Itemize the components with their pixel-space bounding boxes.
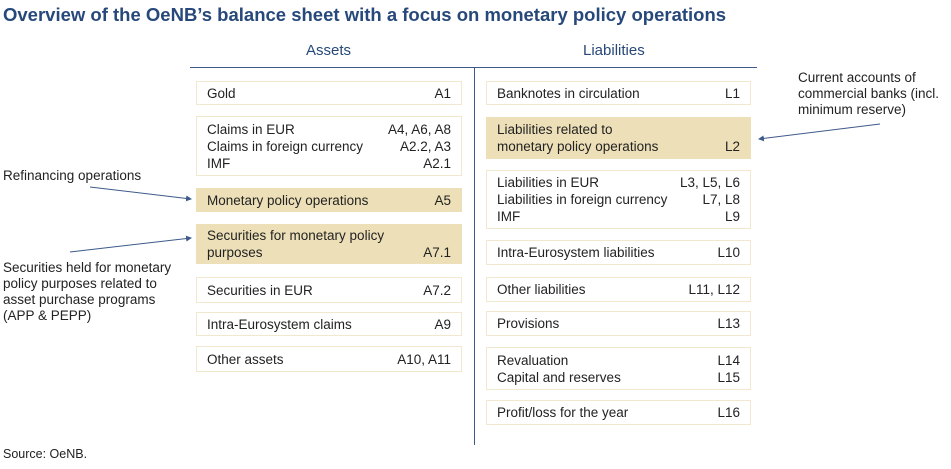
balance-item: Securities in EUR A7.2 bbox=[207, 282, 451, 299]
balance-item: Securities for monetary policy bbox=[207, 227, 451, 244]
item-code: L7, L8 bbox=[702, 192, 740, 207]
item-code: L11, L12 bbox=[688, 282, 740, 297]
item-label: Gold bbox=[207, 85, 236, 101]
balance-item: Intra-Eurosystem claims A9 bbox=[207, 316, 451, 333]
balance-item: Intra-Eurosystem liabilities L10 bbox=[497, 244, 740, 261]
item-code: L2 bbox=[724, 139, 740, 154]
item-code: L13 bbox=[717, 316, 740, 331]
balance-item: Banknotes in circulation L1 bbox=[497, 85, 740, 102]
item-code: A5 bbox=[434, 192, 451, 208]
item-label: Claims in foreign currency bbox=[207, 138, 364, 154]
balance-item: Gold A1 bbox=[207, 85, 451, 102]
item-code: A2.1 bbox=[423, 155, 451, 171]
item-code: L3, L5, L6 bbox=[679, 175, 740, 190]
balance-item: Capital and reserves L15 bbox=[497, 369, 740, 386]
item-label: Securities for monetary policy bbox=[207, 228, 385, 243]
item-code: A7.2 bbox=[423, 282, 451, 298]
item-code: A1 bbox=[434, 85, 451, 101]
balance-item: Monetary policy operations A5 bbox=[207, 192, 451, 209]
item-code: L14 bbox=[717, 352, 740, 368]
asset-box: Other assets A10, A11 bbox=[196, 346, 462, 372]
item-code: A4, A6, A8 bbox=[387, 121, 451, 137]
source-note: Source: OeNB. bbox=[3, 447, 88, 461]
asset-box: Gold A1 bbox=[196, 81, 462, 105]
note-refinancing: Refinancing operations bbox=[3, 168, 142, 183]
balance-item: Other liabilities L11, L12 bbox=[497, 281, 740, 298]
item-label: Revaluation bbox=[497, 352, 569, 368]
item-code: A9 bbox=[434, 316, 451, 332]
balance-item: Provisions L13 bbox=[497, 315, 740, 332]
balance-item: purposes A7.1 bbox=[207, 244, 451, 261]
asset-box: Intra-Eurosystem claims A9 bbox=[196, 312, 462, 336]
item-code: L10 bbox=[717, 245, 740, 260]
item-label: Liabilities in foreign currency bbox=[497, 192, 668, 207]
item-code: A10, A11 bbox=[397, 351, 451, 367]
note-current-accounts: Current accounts of commercial banks (in… bbox=[798, 70, 940, 117]
liability-box: Intra-Eurosystem liabilities L10 bbox=[486, 240, 751, 265]
item-label: Claims in EUR bbox=[207, 121, 295, 137]
item-label: Profit/loss for the year bbox=[497, 405, 629, 420]
balance-item: IMF L9 bbox=[497, 208, 740, 225]
asset-box: Claims in EUR A4, A6, A8 Claims in foreign… bbox=[196, 116, 462, 176]
item-code: L16 bbox=[717, 405, 740, 420]
asset-box: Monetary policy operations A5 bbox=[196, 188, 462, 212]
item-label: Banknotes in circulation bbox=[497, 85, 640, 101]
item-label: Liabilities related to bbox=[497, 122, 613, 137]
assets-header: Assets bbox=[306, 42, 352, 59]
balance-item: Liabilities in foreign currency L7, L8 bbox=[497, 191, 740, 208]
item-label: Intra-Eurosystem liabilities bbox=[497, 245, 655, 260]
asset-box: Securities in EUR A7.2 bbox=[196, 277, 462, 303]
balance-item: Profit/loss for the year L16 bbox=[497, 404, 740, 421]
item-code: L15 bbox=[717, 369, 740, 385]
liability-box: Revaluation L14 Capital and reserves L15 bbox=[486, 347, 751, 390]
liability-box: Provisions L13 bbox=[486, 311, 751, 336]
item-label: Provisions bbox=[497, 316, 560, 331]
item-label: Intra-Eurosystem claims bbox=[207, 316, 352, 332]
balance-item: Liabilities related to bbox=[497, 121, 740, 138]
item-code: A2.2, A3 bbox=[399, 138, 451, 154]
item-label: Capital and reserves bbox=[497, 369, 621, 385]
item-code: L1 bbox=[724, 85, 740, 101]
asset-box: Securities for monetary policy purposes A7… bbox=[196, 224, 462, 264]
column-divider bbox=[474, 67, 475, 445]
arrow-current-accounts bbox=[758, 123, 881, 142]
item-code: A7.1 bbox=[423, 245, 451, 260]
page-title: Overview of the OeNB’s balance sheet wit… bbox=[3, 4, 727, 25]
item-label: Monetary policy operations bbox=[207, 192, 369, 208]
arrow-refinancing bbox=[89, 186, 192, 202]
item-label: IMF bbox=[497, 209, 521, 224]
balance-item: Liabilities in EUR L3, L5, L6 bbox=[497, 174, 740, 191]
liability-box: Liabilities related to monetary policy op… bbox=[486, 117, 751, 159]
balance-item: monetary policy operations L2 bbox=[497, 138, 740, 155]
liabilities-header: Liabilities bbox=[583, 42, 645, 59]
balance-item: IMF A2.1 bbox=[207, 155, 451, 172]
balance-item: Claims in EUR A4, A6, A8 bbox=[207, 121, 451, 138]
liability-box: Liabilities in EUR L3, L5, L6 Liabilities … bbox=[486, 170, 751, 229]
arrow-securities-held bbox=[69, 235, 192, 253]
liability-box: Other liabilities L11, L12 bbox=[486, 277, 751, 302]
item-label: purposes bbox=[207, 245, 263, 260]
item-label: Other assets bbox=[207, 351, 284, 367]
liability-box: Banknotes in circulation L1 bbox=[486, 81, 751, 105]
balance-item: Revaluation L14 bbox=[497, 352, 740, 369]
item-label: Liabilities in EUR bbox=[497, 175, 600, 190]
item-code: L9 bbox=[724, 209, 740, 224]
item-label: IMF bbox=[207, 155, 231, 171]
balance-item: Other assets A10, A11 bbox=[207, 351, 451, 368]
balance-item: Claims in foreign currency A2.2, A3 bbox=[207, 138, 451, 155]
item-label: monetary policy operations bbox=[497, 139, 659, 154]
item-label: Securities in EUR bbox=[207, 282, 313, 298]
header-divider bbox=[190, 67, 757, 68]
item-label: Other liabilities bbox=[497, 282, 586, 297]
note-securities-held: Securities held for monetary policy purp… bbox=[3, 260, 172, 323]
liability-box: Profit/loss for the year L16 bbox=[486, 400, 751, 425]
